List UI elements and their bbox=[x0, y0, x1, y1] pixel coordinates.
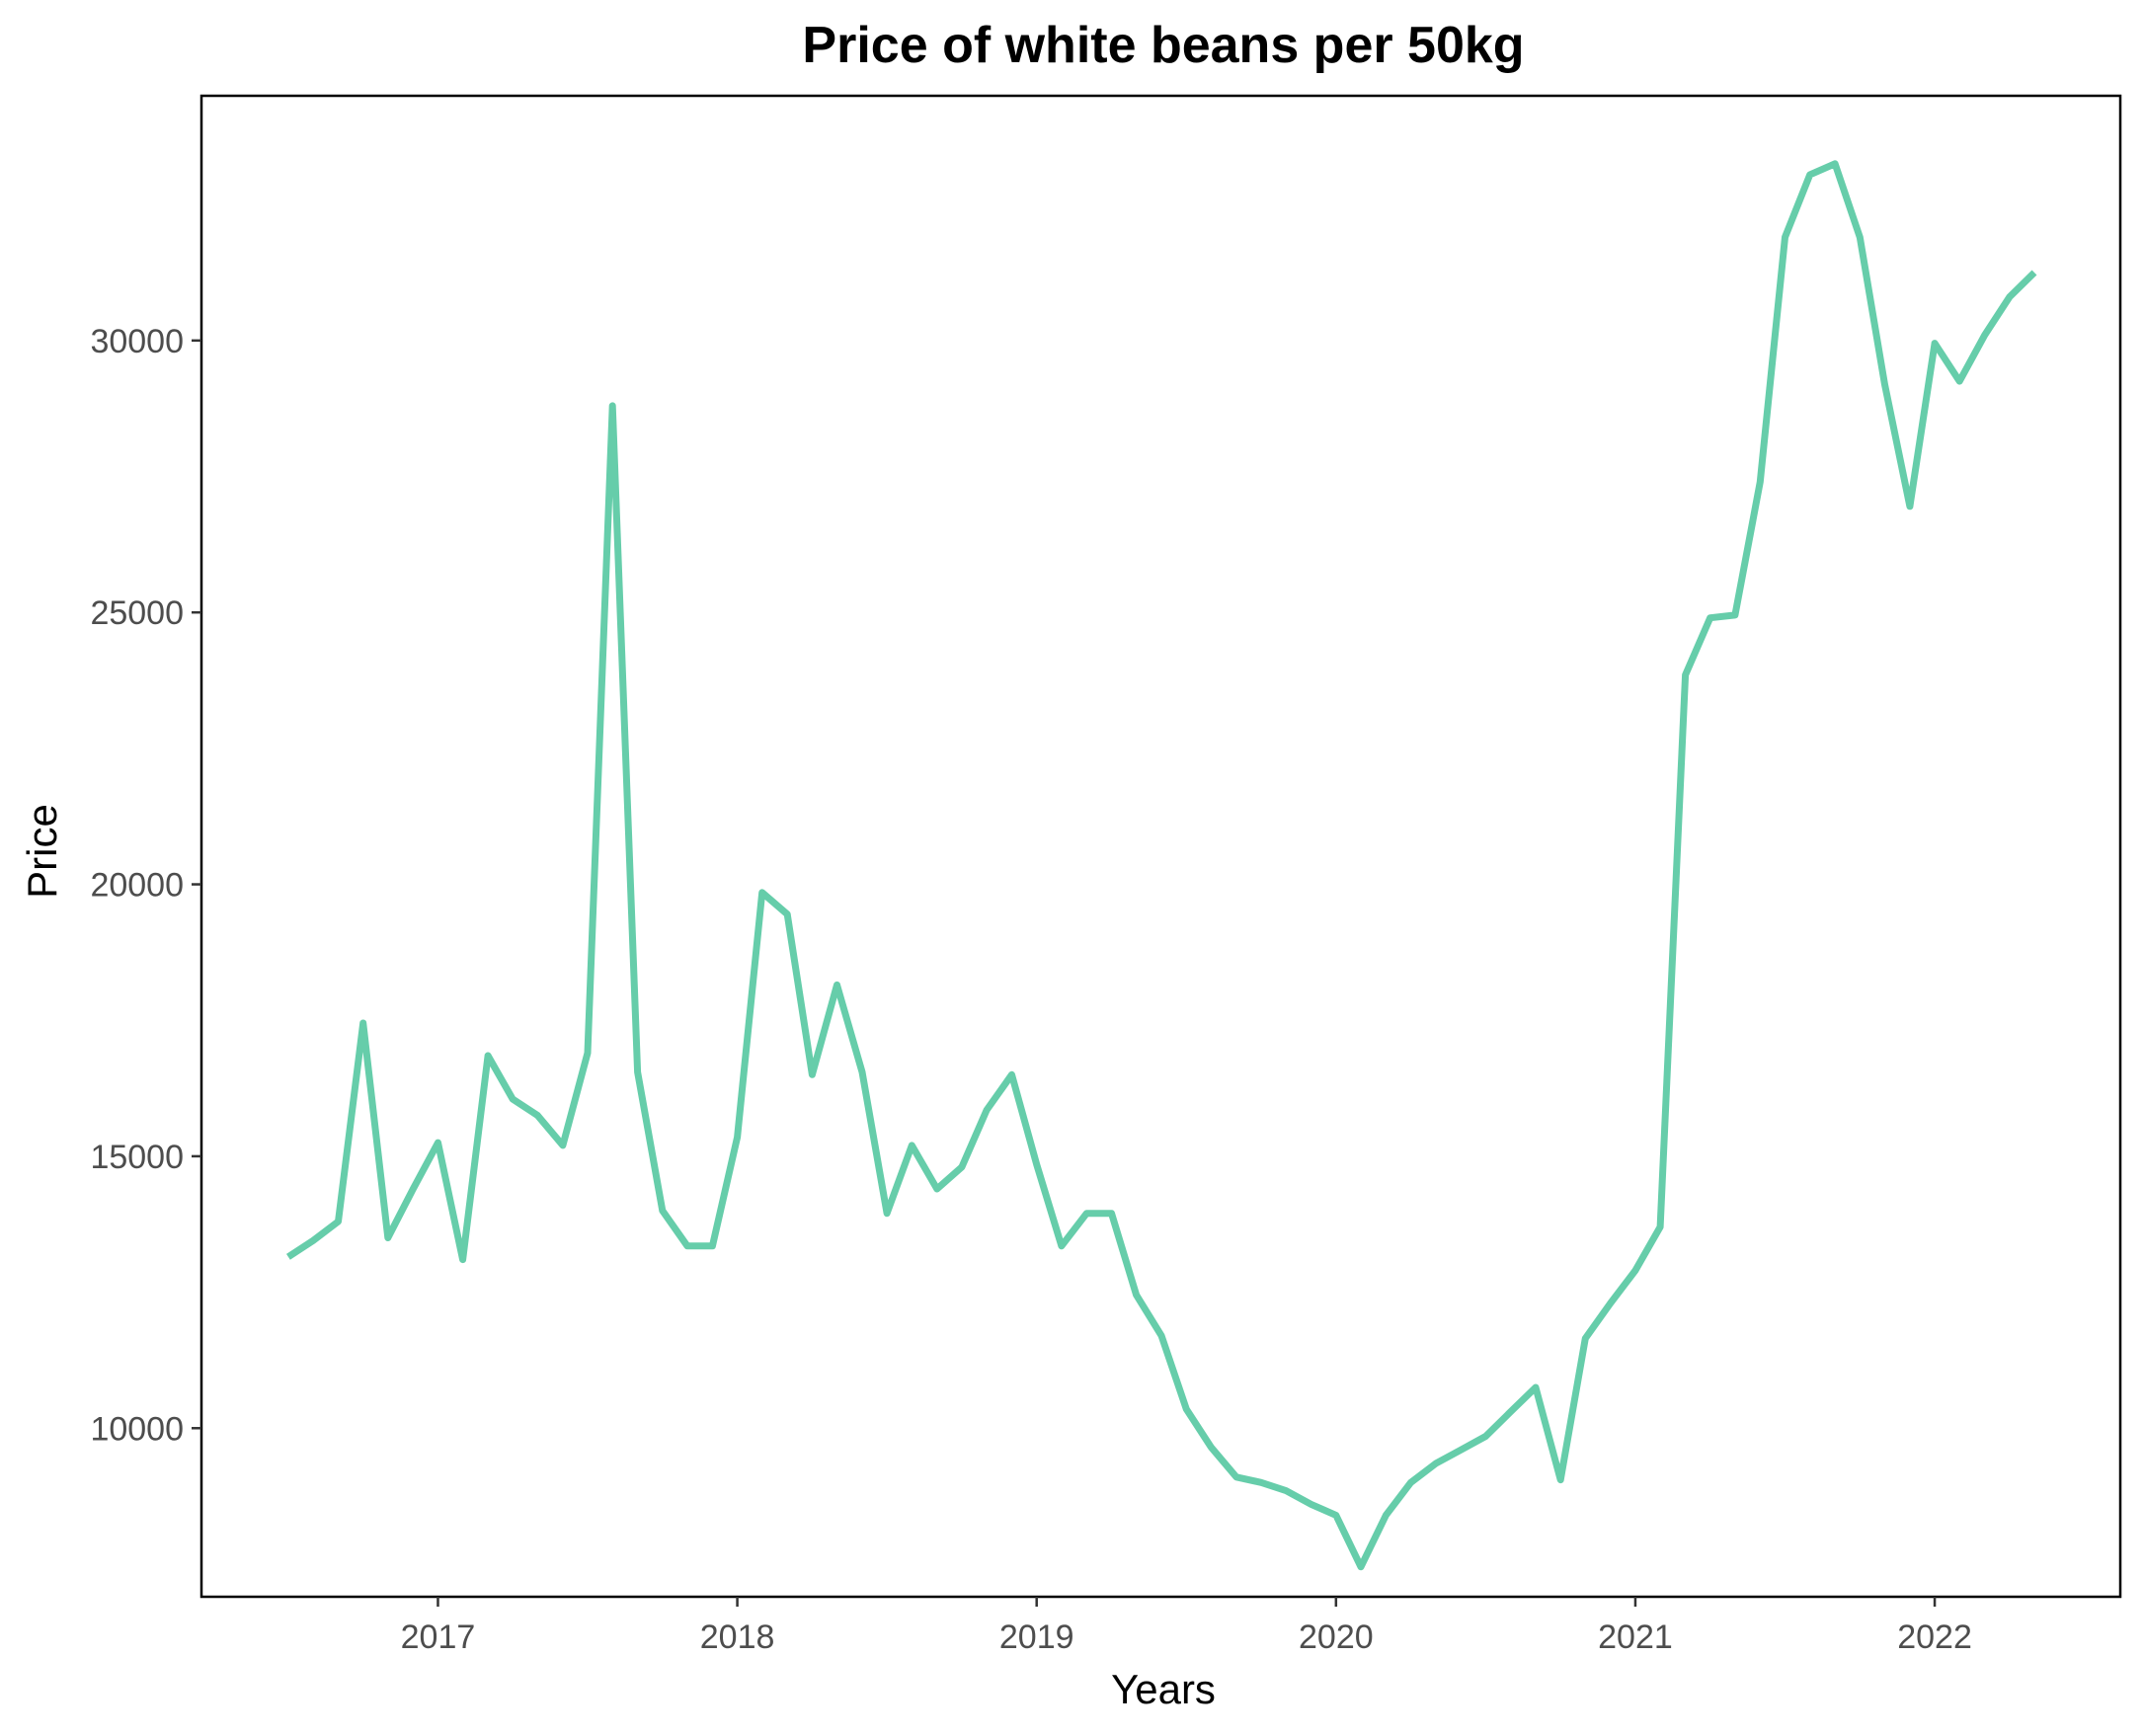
x-tick-label: 2017 bbox=[401, 1618, 476, 1656]
plot-area: 10000 15000 20000 25000 30000 2017 2018 2019 202… bbox=[90, 94, 2122, 1656]
y-tick-label: 25000 bbox=[90, 594, 184, 632]
x-tick-label: 2020 bbox=[1299, 1618, 1374, 1656]
y-tick-label: 15000 bbox=[90, 1139, 184, 1176]
y-tick-label: 20000 bbox=[90, 867, 184, 905]
chart-title: Price of white beans per 50kg bbox=[802, 17, 1524, 74]
x-tick-label: 2022 bbox=[1897, 1618, 1972, 1656]
x-tick-label: 2021 bbox=[1598, 1618, 1673, 1656]
x-tick-label: 2018 bbox=[700, 1618, 775, 1656]
x-axis-label: Years bbox=[1111, 1666, 1216, 1712]
x-tick-label: 2019 bbox=[999, 1618, 1074, 1656]
y-axis-label: Price bbox=[19, 804, 65, 899]
plot-border bbox=[199, 94, 2122, 1599]
series-line bbox=[285, 160, 2037, 1571]
y-tick-label: 10000 bbox=[90, 1410, 184, 1448]
y-tick-label: 30000 bbox=[90, 323, 184, 360]
